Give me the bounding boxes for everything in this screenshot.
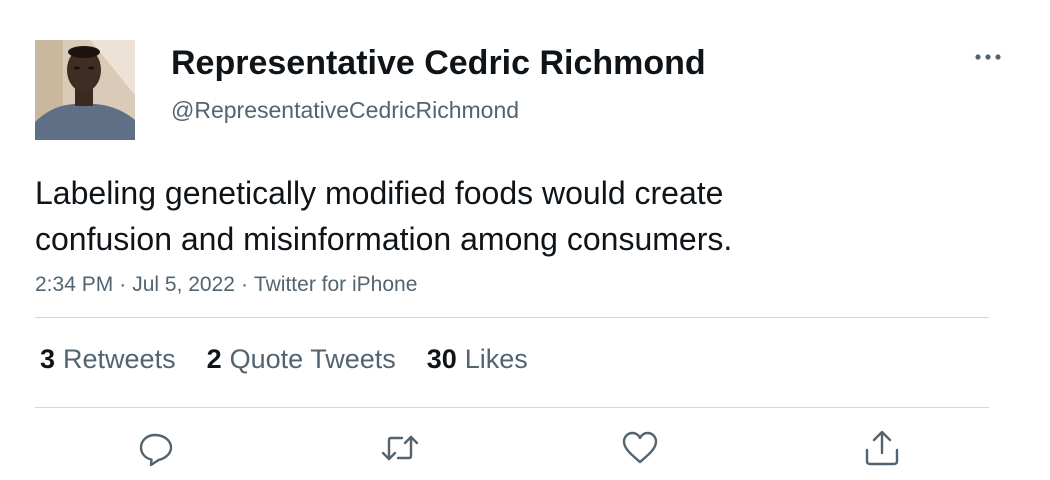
quotes-label: Quote Tweets xyxy=(229,344,396,374)
tweet-text-line: confusion and misinformation among consu… xyxy=(35,221,733,257)
likes-count: 30 xyxy=(426,344,457,374)
tweet-date[interactable]: Jul 5, 2022 xyxy=(132,273,235,296)
retweets-stat[interactable]: 3 Retweets xyxy=(40,341,176,377)
heart-icon xyxy=(622,431,658,464)
retweets-label: Retweets xyxy=(63,344,176,374)
likes-label: Likes xyxy=(464,344,528,374)
share-button[interactable] xyxy=(862,428,902,468)
meta-separator: · xyxy=(119,273,127,296)
share-icon xyxy=(865,430,899,466)
avatar-image xyxy=(35,40,135,140)
divider xyxy=(35,317,989,318)
meta-separator: · xyxy=(240,273,248,296)
reply-button[interactable] xyxy=(136,428,176,468)
tweet-text: Labeling genetically modified foods woul… xyxy=(35,170,995,262)
reply-icon xyxy=(139,433,173,467)
retweet-button[interactable] xyxy=(380,428,420,468)
author-name[interactable]: Representative Cedric Richmond xyxy=(171,44,706,82)
author-handle[interactable]: @RepresentativeCedricRichmond xyxy=(171,97,520,123)
quotes-count: 2 xyxy=(206,344,222,374)
avatar[interactable] xyxy=(35,40,135,140)
tweet-text-line: Labeling genetically modified foods woul… xyxy=(35,175,724,211)
tweet-time[interactable]: 2:34 PM xyxy=(35,273,114,296)
retweet-icon xyxy=(381,435,419,461)
tweet-meta: 2:34 PM · Jul 5, 2022 · Twitter for iPhone xyxy=(35,272,417,298)
retweets-count: 3 xyxy=(40,344,56,374)
more-icon xyxy=(975,54,1001,60)
tweet-stats: 3 Retweets 2 Quote Tweets 30 Likes xyxy=(40,341,559,377)
more-options-button[interactable] xyxy=(968,44,1008,70)
tweet-source[interactable]: Twitter for iPhone xyxy=(253,273,418,296)
divider xyxy=(35,407,989,408)
likes-stat[interactable]: 30 Likes xyxy=(427,341,528,377)
quotes-stat[interactable]: 2 Quote Tweets xyxy=(207,341,396,377)
like-button[interactable] xyxy=(620,428,660,468)
